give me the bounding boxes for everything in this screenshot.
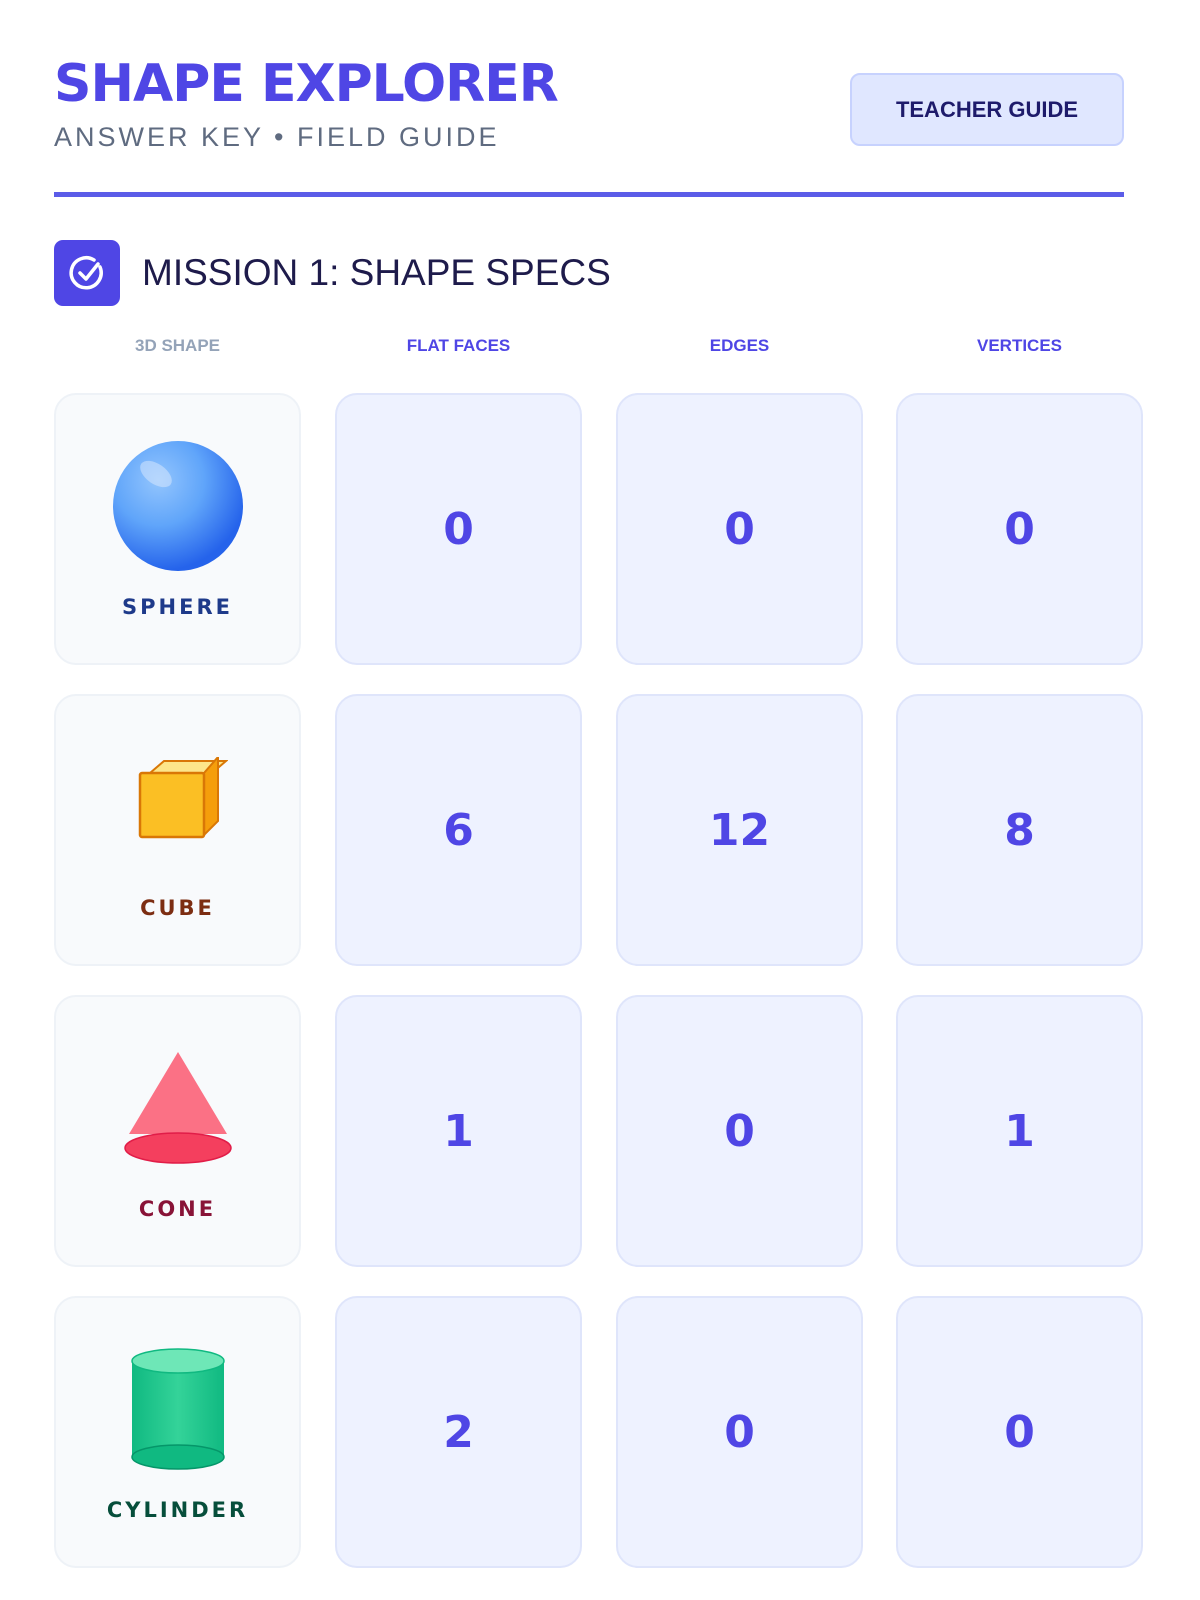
faces-value[interactable]: 1 <box>335 995 582 1267</box>
shape-name: CUBE <box>140 896 215 920</box>
mission-heading: MISSION 1: SHAPE SPECS <box>54 240 611 306</box>
faces-value[interactable]: 0 <box>335 393 582 665</box>
edges-value[interactable]: 12 <box>616 694 863 966</box>
edges-value[interactable]: 0 <box>616 995 863 1267</box>
page-title: SHAPE EXPLORER <box>54 54 559 114</box>
check-circle-icon <box>54 240 120 306</box>
edges-value[interactable]: 0 <box>616 1296 863 1568</box>
column-header-vertices: VERTICES <box>976 336 1063 355</box>
shape-name: CYLINDER <box>106 1498 249 1522</box>
vertices-value[interactable]: 0 <box>896 1296 1143 1568</box>
vertices-value[interactable]: 1 <box>896 995 1143 1267</box>
mission-title: MISSION 1: SHAPE SPECS <box>142 252 611 293</box>
shape-name: SPHERE <box>122 595 233 619</box>
cylinder-icon <box>130 1342 226 1476</box>
shape-card-cylinder: CYLINDER <box>54 1296 301 1568</box>
faces-value[interactable]: 6 <box>335 694 582 966</box>
page-header: SHAPE EXPLORER ANSWER KEY • FIELD GUIDE … <box>54 52 1124 197</box>
vertices-value[interactable]: 8 <box>896 694 1143 966</box>
faces-value[interactable]: 2 <box>335 1296 582 1568</box>
column-header-flat-faces: FLAT FACES <box>406 336 511 355</box>
cone-icon <box>123 1041 233 1175</box>
sphere-icon <box>111 439 245 573</box>
shape-card-sphere: SPHERE <box>54 393 301 665</box>
column-header-shape: 3D SHAPE <box>134 336 221 355</box>
edges-value[interactable]: 0 <box>616 393 863 665</box>
cube-icon <box>128 740 228 874</box>
teacher-guide-button[interactable]: TEACHER GUIDE <box>850 73 1124 146</box>
column-header-edges: EDGES <box>709 336 770 355</box>
vertices-value[interactable]: 0 <box>896 393 1143 665</box>
shape-name: CONE <box>138 1197 217 1221</box>
shape-card-cone: CONE <box>54 995 301 1267</box>
page-subtitle: ANSWER KEY • FIELD GUIDE <box>54 122 500 152</box>
shape-card-cube: CUBE <box>54 694 301 966</box>
